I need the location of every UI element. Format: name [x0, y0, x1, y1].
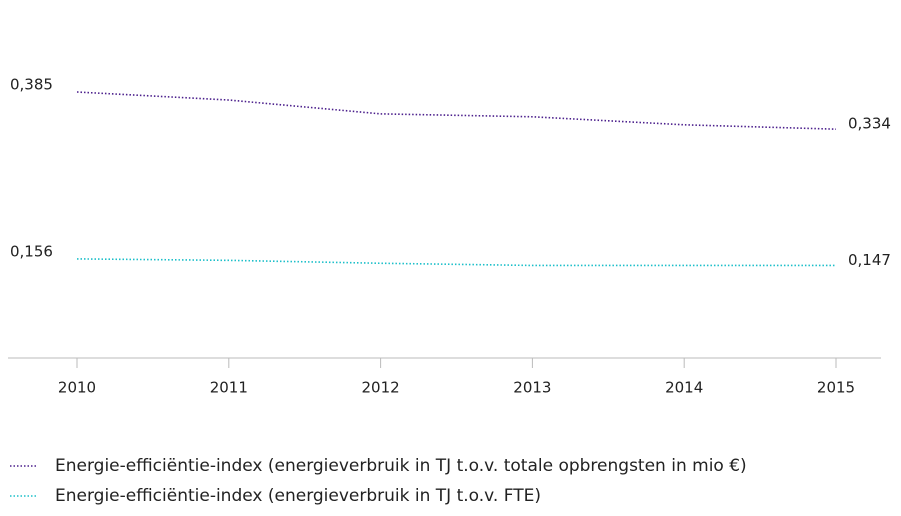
legend-label: Energie-efficiëntie-index (energieverbru… — [55, 486, 541, 506]
x-tick-label: 2013 — [513, 379, 551, 397]
x-tick-label: 2011 — [210, 379, 248, 397]
legend-label: Energie-efficiëntie-index (energieverbru… — [55, 456, 747, 476]
x-tick-label: 2014 — [665, 379, 703, 397]
x-tick-label: 2015 — [817, 379, 855, 397]
series-line — [76, 91, 837, 130]
data-label: 0,385 — [10, 76, 53, 94]
x-tick-label: 2012 — [362, 379, 400, 397]
data-label: 0,147 — [848, 251, 891, 269]
data-label: 0,156 — [10, 242, 53, 260]
data-label: 0,334 — [848, 115, 891, 133]
series-line — [76, 258, 836, 267]
x-tick-label: 2010 — [58, 379, 96, 397]
